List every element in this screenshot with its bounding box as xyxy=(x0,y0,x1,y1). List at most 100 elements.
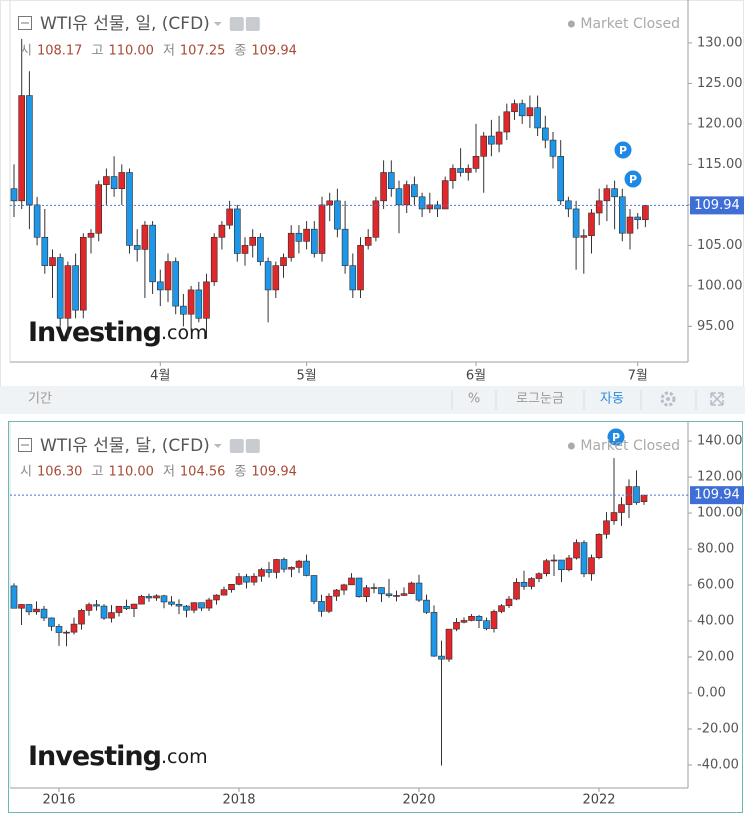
gear-icon[interactable] xyxy=(245,17,260,31)
gear-icon[interactable] xyxy=(245,439,260,453)
candle-body xyxy=(49,257,56,266)
candle-body xyxy=(218,224,226,238)
candle-body xyxy=(528,578,535,587)
dropdown-caret[interactable] xyxy=(213,444,222,448)
candle-body xyxy=(380,172,387,202)
gear[interactable] xyxy=(660,391,676,407)
toolbar-item[interactable]: 기간 xyxy=(28,392,52,407)
y-tick-label: 80.00 xyxy=(697,542,734,557)
candle-body xyxy=(228,584,235,591)
chart-title: WTI유 선물, 달, (CFD) xyxy=(40,436,210,456)
candle-body xyxy=(557,155,565,202)
candle-body xyxy=(403,184,411,206)
chart-title: WTI유 선물, 일, (CFD) xyxy=(40,14,210,34)
candle-body xyxy=(310,228,318,254)
candle-body xyxy=(153,595,160,599)
candle-body xyxy=(249,236,256,246)
y-tick-label: -20.00 xyxy=(697,721,739,736)
toolbar-dividers xyxy=(451,390,697,410)
candle-body xyxy=(511,103,518,113)
candle-body xyxy=(234,208,241,254)
candle-body xyxy=(318,204,326,254)
y-tick-label: -40.00 xyxy=(697,757,739,772)
candle-body xyxy=(295,560,303,568)
candle-body xyxy=(183,605,190,611)
candle-body xyxy=(141,224,149,250)
candle-body xyxy=(175,603,183,607)
candle-body xyxy=(10,585,18,609)
candle-body xyxy=(618,504,625,513)
collapse-icon[interactable] xyxy=(18,16,32,30)
candle-body xyxy=(87,232,95,238)
ohlc-key: 종 xyxy=(234,44,246,59)
toolbar-item[interactable]: 로그눈금 xyxy=(516,392,564,407)
candle-body xyxy=(25,604,33,613)
candle-body xyxy=(100,605,108,619)
expand[interactable] xyxy=(710,392,724,406)
candle-body xyxy=(438,655,445,660)
watermark-main: Investing xyxy=(28,317,161,348)
watermark-suffix: .com xyxy=(161,322,208,344)
candle-body xyxy=(213,594,220,601)
candle-body xyxy=(549,139,557,157)
candle-body xyxy=(588,212,595,236)
toolbar-item[interactable]: 자동 xyxy=(600,392,624,407)
candle-body xyxy=(40,608,48,619)
toolbar-item[interactable]: % xyxy=(468,392,480,407)
candle-body xyxy=(80,236,87,311)
candle-body xyxy=(264,261,272,291)
candle-body xyxy=(310,575,318,602)
candle-body xyxy=(490,611,498,629)
candle-body xyxy=(333,589,340,597)
x-tick-label: 4월 xyxy=(150,369,170,384)
watermark-suffix: .com xyxy=(161,746,208,768)
candle-body xyxy=(618,196,626,234)
x-tick-label: 5월 xyxy=(296,369,316,384)
candle-body xyxy=(385,593,393,596)
candle-body xyxy=(180,305,187,315)
fullscreen-icon[interactable] xyxy=(710,392,724,406)
x-tick-label: 2016 xyxy=(42,793,75,808)
ohlc-key: 고 xyxy=(91,44,103,59)
ohlc-value: 106.30 xyxy=(37,465,83,480)
candle-body xyxy=(235,576,243,585)
event-marker[interactable] xyxy=(607,428,625,446)
gear-center[interactable] xyxy=(666,397,670,401)
settings-icon[interactable] xyxy=(660,391,676,407)
event-marker[interactable] xyxy=(614,141,632,159)
candle-body xyxy=(441,180,449,210)
candle-body xyxy=(408,582,415,594)
candle-body xyxy=(326,200,334,206)
candle-body xyxy=(272,265,280,291)
candle-body xyxy=(588,557,595,575)
candle-body xyxy=(603,188,611,202)
candle-body xyxy=(258,569,265,577)
candle-body xyxy=(453,621,460,630)
candle-body xyxy=(41,236,49,266)
collapse-icon[interactable] xyxy=(18,438,32,452)
x-tick-label: 6월 xyxy=(466,369,486,384)
eye-icon[interactable] xyxy=(229,439,244,453)
candle-body xyxy=(445,628,453,660)
eye-icon[interactable] xyxy=(229,17,244,31)
event-marker[interactable] xyxy=(624,170,642,188)
candle-body xyxy=(370,587,378,589)
ohlc-value: 110.00 xyxy=(108,44,154,59)
candle-body xyxy=(257,236,264,262)
event-marker-label: P xyxy=(619,144,627,157)
candle-body xyxy=(287,232,295,258)
dropdown-caret[interactable] xyxy=(213,22,222,26)
candle-body xyxy=(130,603,138,609)
candle-body xyxy=(303,560,310,576)
candle-body xyxy=(565,557,573,571)
ohlc-value: 109.94 xyxy=(251,44,297,59)
candle-body xyxy=(572,208,580,238)
last-price-label: 109.94 xyxy=(694,488,740,503)
candle-body xyxy=(610,512,618,522)
candle-body xyxy=(640,494,648,503)
candle-body xyxy=(464,168,472,173)
candle-body xyxy=(325,595,333,612)
ohlc-value: 108.17 xyxy=(37,44,83,59)
candle-body xyxy=(195,289,203,319)
candle-body xyxy=(157,281,164,291)
